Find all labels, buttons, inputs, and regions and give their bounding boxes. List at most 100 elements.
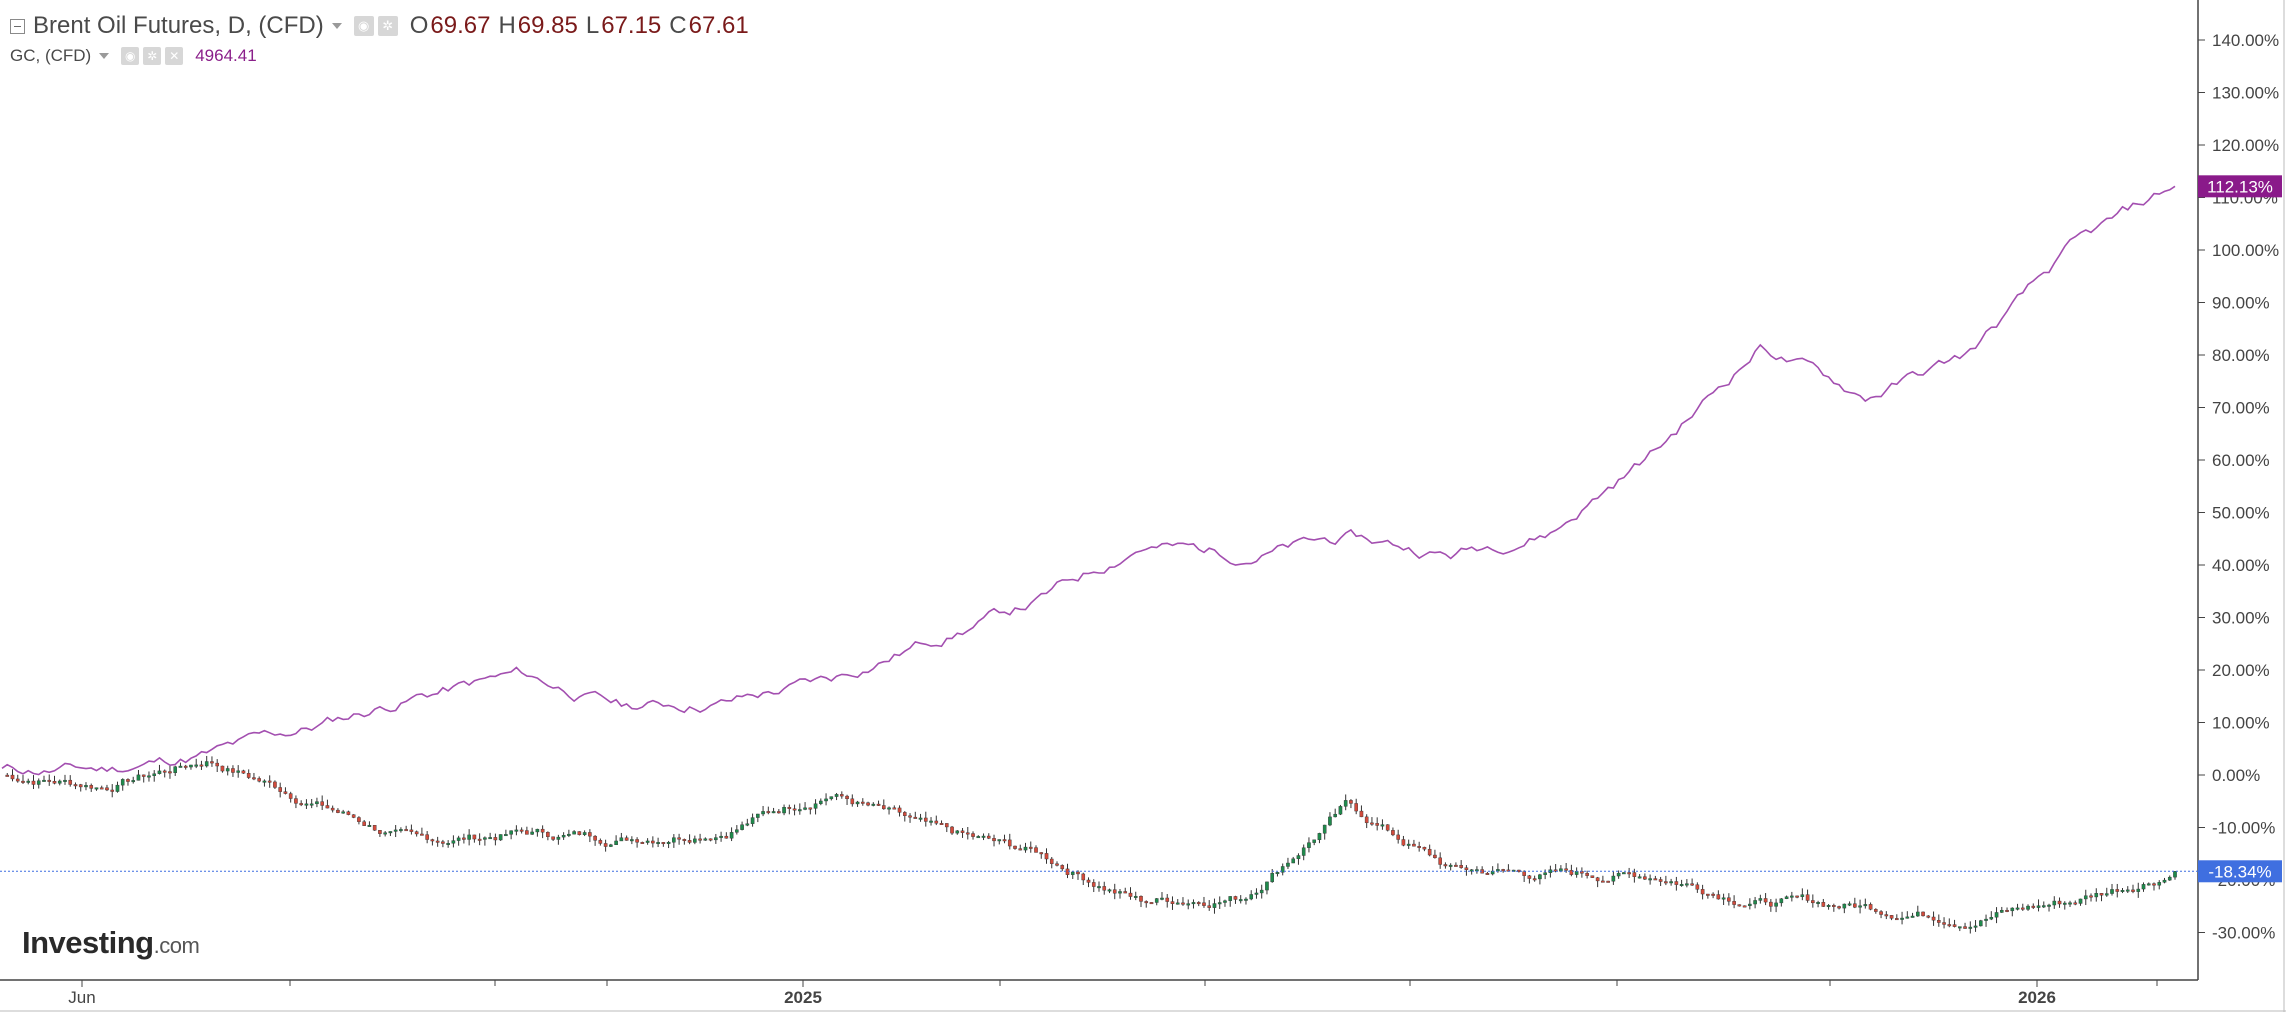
brent-candle-body <box>1564 868 1568 871</box>
eye-icon[interactable]: ◉ <box>353 16 374 36</box>
gear-icon[interactable]: ✲ <box>377 16 398 36</box>
brent-candle-body <box>1632 872 1637 877</box>
brent-candle-body <box>231 768 235 773</box>
brent-candle-body <box>257 778 261 782</box>
brent-candle-body <box>399 829 403 832</box>
brent-candle-body <box>1175 902 1180 905</box>
brent-candle-body <box>178 765 183 768</box>
y-tick-label: 80.00% <box>2212 346 2270 365</box>
brent-candle-body <box>693 838 697 843</box>
brent-candle-body <box>1748 903 1752 906</box>
brent-candle-body <box>462 837 466 840</box>
brent-candle-body <box>955 830 960 834</box>
brent-candle-body <box>2026 905 2030 910</box>
brent-candle-body <box>698 838 702 841</box>
brent-candle-body <box>2152 883 2156 886</box>
brent-candle-body <box>1931 916 1936 921</box>
brent-candle-body <box>1023 846 1028 851</box>
brent-candle-body <box>1868 904 1873 910</box>
brent-candle-body <box>1957 926 1962 929</box>
brent-candle-body <box>346 811 351 815</box>
brent-candle-body <box>357 817 361 822</box>
brent-candle-body <box>1643 876 1647 880</box>
compare-series-value: 4964.41 <box>195 46 257 65</box>
brent-candle-body <box>2094 893 2099 898</box>
brent-candle-body <box>168 771 172 774</box>
brent-candle-body <box>1244 898 1248 901</box>
brent-candle-body <box>2125 889 2130 892</box>
gear-icon[interactable]: ✲ <box>143 47 162 65</box>
brent-candle-body <box>2115 889 2120 892</box>
brent-candle-body <box>1133 895 1138 898</box>
brent-candle-body <box>1622 872 1626 875</box>
legend-main-row: Brent Oil Futures, D, (CFD) ◉ ✲ O 69.67 H… <box>10 10 749 42</box>
brent-candle-body <box>525 830 529 835</box>
brent-candle-body <box>1186 903 1191 906</box>
brent-candle-body <box>1328 816 1332 826</box>
brent-candle-body <box>31 780 36 785</box>
compare-series-title[interactable]: GC, (CFD) <box>10 46 92 65</box>
brent-candle-body <box>1144 901 1149 904</box>
chevron-down-icon[interactable] <box>99 53 110 59</box>
brent-candle-body <box>42 779 46 782</box>
brent-candle-body <box>2047 904 2051 907</box>
brent-candle-body <box>829 796 834 800</box>
brent-candle-body <box>225 768 230 772</box>
brent-candle-body <box>645 840 650 843</box>
chevron-down-icon[interactable] <box>331 23 342 29</box>
brent-candle-body <box>1879 911 1883 915</box>
brent-candle-body <box>1427 848 1432 856</box>
brent-candle-body <box>488 837 492 840</box>
brent-candle-body <box>430 839 435 842</box>
brent-candle-body <box>15 778 20 782</box>
brent-candle-body <box>881 805 886 810</box>
brent-candle-body <box>2031 905 2036 908</box>
brent-candle-body <box>351 814 356 818</box>
ohlc-low-value: 67.15 <box>601 12 662 39</box>
brent-candle-body <box>624 837 629 841</box>
brent-candle-body <box>1406 843 1411 846</box>
brent-candle-body <box>1947 924 1952 927</box>
brent-candle-body <box>1401 839 1406 846</box>
brent-candle-body <box>1669 881 1673 884</box>
brent-candle-body <box>1653 878 1658 881</box>
brent-candle-body <box>2020 907 2025 910</box>
brent-candle-body <box>21 780 25 783</box>
brent-candle-body <box>362 821 366 826</box>
brent-candle-body <box>687 840 692 843</box>
brent-candle-body <box>425 834 429 840</box>
brent-candle-body <box>1538 874 1542 880</box>
close-icon[interactable]: ✕ <box>165 47 184 65</box>
y-tick-label: 130.00% <box>2212 84 2279 103</box>
brent-candle-body <box>556 836 561 840</box>
brent-candle-body <box>1905 916 1910 919</box>
brent-candle-body <box>1412 843 1416 847</box>
brent-candle-body <box>1800 894 1805 897</box>
brent-candle-body <box>1396 834 1400 840</box>
brent-candle-body <box>1128 892 1133 897</box>
brent-candle-body <box>1343 800 1348 807</box>
brent-candle-body <box>1858 905 1862 908</box>
eye-icon[interactable]: ◉ <box>121 47 140 65</box>
brent-candle-body <box>997 839 1002 842</box>
brent-candle-body <box>766 811 771 814</box>
brent-candle-body <box>2052 900 2057 906</box>
main-series-title[interactable]: Brent Oil Futures, D, (CFD) <box>33 12 324 39</box>
brent-candle-body <box>866 802 870 806</box>
brent-candle-body <box>514 829 519 832</box>
brent-candle-body <box>1753 900 1757 905</box>
brent-candle-body <box>99 787 104 790</box>
brent-candle-body <box>1916 911 1920 917</box>
brent-candle-body <box>1202 902 1206 906</box>
brent-candle-body <box>47 779 52 782</box>
ohlc-close-key: C <box>669 12 687 39</box>
brent-candle-body <box>1076 871 1080 875</box>
last-value-badge <box>2198 860 2282 883</box>
collapse-icon[interactable] <box>10 18 25 34</box>
investing-logo: Investing.com <box>22 925 200 961</box>
brent-candle-body <box>1679 884 1684 887</box>
brent-candle-body <box>120 779 125 786</box>
brent-candle-body <box>330 807 335 811</box>
brent-candle-body <box>1228 896 1233 901</box>
